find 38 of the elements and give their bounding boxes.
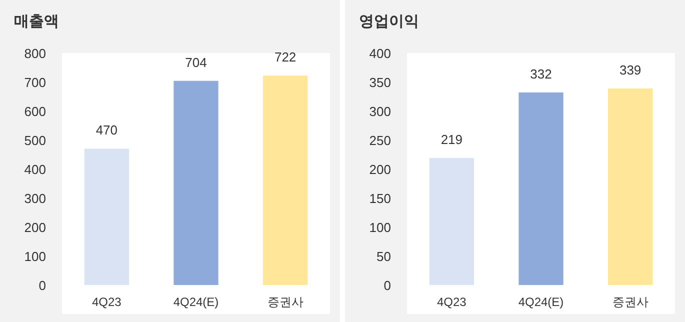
y-tick-label: 800: [24, 46, 46, 61]
data-label: 339: [619, 62, 642, 78]
y-tick-label: 300: [24, 191, 46, 206]
x-tick-label: 4Q23: [436, 295, 467, 309]
y-tick-label: 0: [384, 278, 391, 293]
y-tick-label: 400: [24, 162, 46, 177]
y-tick-label: 50: [376, 249, 391, 264]
chart-title: 영업이익: [359, 13, 419, 30]
y-tick-label: 200: [24, 220, 46, 235]
y-tick-label: 700: [24, 75, 46, 90]
bar: [174, 80, 218, 285]
bar: [429, 158, 474, 285]
x-tick-label: 4Q24(E): [518, 295, 564, 309]
data-label: 332: [530, 66, 552, 82]
bar: [263, 76, 308, 285]
bar: [84, 148, 129, 285]
chart-title: 매출액: [14, 13, 59, 30]
bar: [518, 92, 564, 285]
y-tick-label: 100: [369, 220, 391, 235]
y-tick-label: 300: [369, 104, 391, 119]
y-tick-label: 100: [24, 249, 46, 264]
y-tick-label: 0: [38, 278, 46, 293]
y-tick-label: 250: [369, 133, 391, 148]
y-tick-label: 200: [369, 162, 391, 177]
y-tick-label: 400: [369, 46, 391, 61]
data-label: 219: [440, 132, 463, 147]
data-label: 722: [274, 50, 296, 65]
x-tick-label: 증권사: [267, 295, 304, 309]
y-tick-label: 150: [369, 191, 391, 206]
data-label: 470: [96, 122, 118, 138]
y-tick-label: 350: [369, 75, 391, 90]
y-tick-label: 600: [24, 104, 46, 119]
x-tick-label: 4Q24(E): [173, 295, 219, 309]
data-label: 704: [185, 54, 207, 70]
y-tick-label: 500: [24, 133, 46, 148]
bar: [608, 88, 653, 285]
x-tick-label: 증권사: [612, 295, 648, 309]
x-tick-label: 4Q23: [92, 295, 122, 309]
